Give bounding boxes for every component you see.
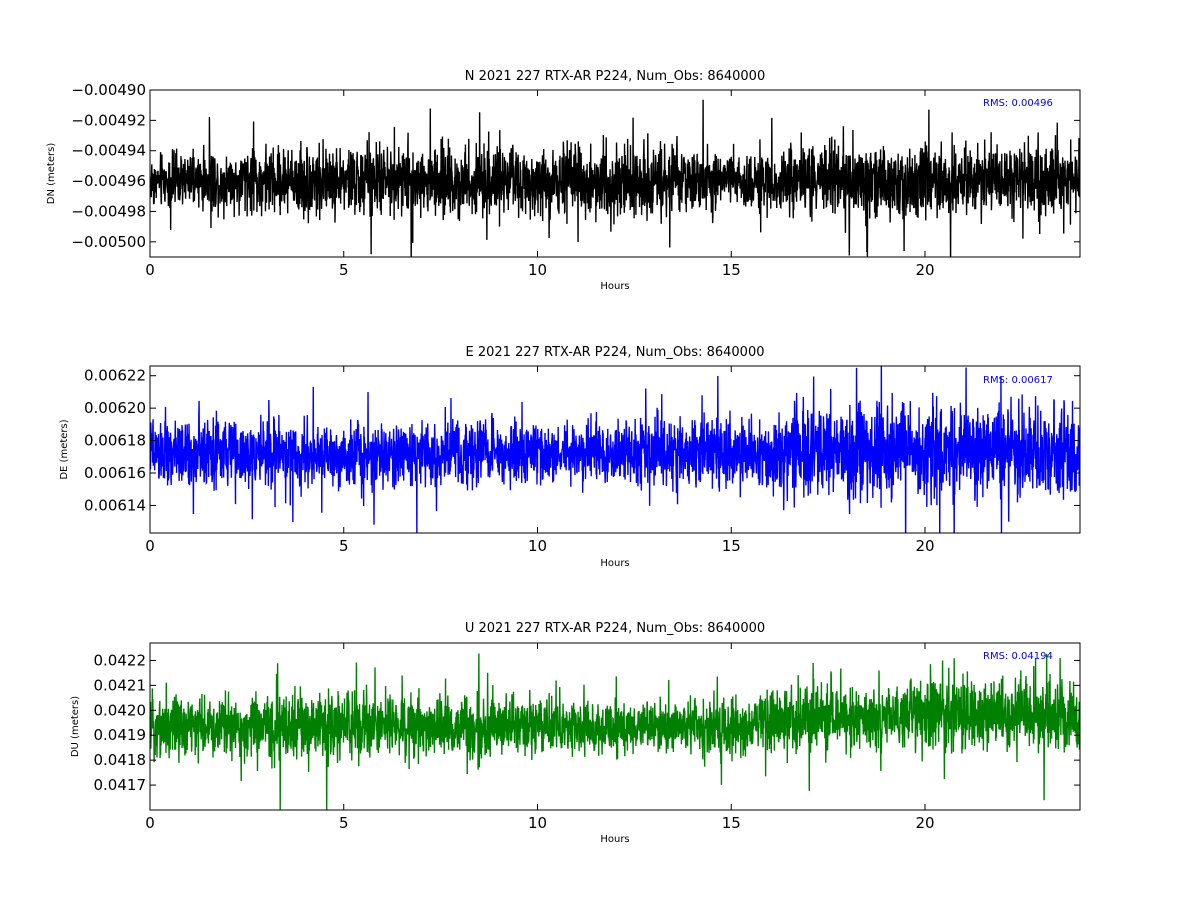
x-tick-label: 0 bbox=[145, 261, 155, 279]
x-tick-label: 20 bbox=[915, 537, 934, 555]
rms-annotation: RMS: 0.00617 bbox=[983, 375, 1053, 386]
x-tick-label: 0 bbox=[145, 814, 155, 832]
y-tick-label: 0.0417 bbox=[94, 776, 147, 794]
y-tick-label: 0.0420 bbox=[94, 701, 147, 719]
y-tick-label: −0.00496 bbox=[71, 172, 146, 190]
plot-frame bbox=[149, 642, 1081, 811]
y-axis-label: DE (meters) bbox=[59, 419, 70, 479]
y-ticks: 0.0417 0.0418 0.0419 0.0420 0.0421 0.0422 bbox=[94, 651, 1080, 794]
y-tick-label: −0.00494 bbox=[71, 142, 146, 160]
x-tick-label: 5 bbox=[339, 537, 349, 555]
y-tick-label: 0.00616 bbox=[84, 464, 146, 482]
plot-frame bbox=[149, 89, 1081, 258]
y-tick-label: 0.0418 bbox=[94, 751, 147, 769]
x-tick-label: 5 bbox=[339, 261, 349, 279]
x-tick-label: 15 bbox=[722, 261, 741, 279]
y-tick-label: 0.00620 bbox=[84, 399, 146, 417]
panel-title: E 2021 227 RTX-AR P224, Num_Obs: 8640000 bbox=[466, 345, 765, 360]
x-axis-label: Hours bbox=[600, 281, 629, 292]
panel-title: N 2021 227 RTX-AR P224, Num_Obs: 8640000 bbox=[465, 69, 765, 84]
x-tick-label: 10 bbox=[528, 537, 547, 555]
panel-east: E 2021 227 RTX-AR P224, Num_Obs: 8640000… bbox=[59, 345, 1081, 569]
x-tick-label: 15 bbox=[722, 537, 741, 555]
series-line bbox=[150, 99, 1080, 257]
y-tick-label: 0.0421 bbox=[94, 676, 147, 694]
y-tick-label: −0.00498 bbox=[71, 202, 146, 220]
x-ticks: 0 5 10 15 20 bbox=[145, 366, 935, 555]
x-ticks: 0 5 10 15 20 bbox=[145, 643, 935, 832]
x-ticks: 0 5 10 15 20 bbox=[145, 90, 935, 279]
panel-north: N 2021 227 RTX-AR P224, Num_Obs: 8640000… bbox=[46, 69, 1081, 292]
y-tick-label: 0.0419 bbox=[94, 726, 147, 744]
panel-up: U 2021 227 RTX-AR P224, Num_Obs: 8640000… bbox=[70, 621, 1081, 845]
rms-annotation: RMS: 0.04194 bbox=[983, 651, 1053, 662]
series-layer bbox=[150, 653, 1080, 810]
x-tick-label: 15 bbox=[722, 814, 741, 832]
x-tick-label: 10 bbox=[528, 261, 547, 279]
series-layer bbox=[150, 366, 1080, 533]
y-tick-label: 0.00622 bbox=[84, 367, 146, 385]
x-axis-label: Hours bbox=[600, 558, 629, 569]
x-tick-label: 5 bbox=[339, 814, 349, 832]
y-ticks: −0.00500 −0.00498 −0.00496 −0.00494 −0.00492… bbox=[71, 81, 1080, 251]
x-tick-label: 10 bbox=[528, 814, 547, 832]
rms-annotation: RMS: 0.00496 bbox=[983, 98, 1053, 109]
y-tick-label: 0.00614 bbox=[84, 496, 146, 514]
series-line bbox=[150, 653, 1080, 810]
y-tick-label: −0.00492 bbox=[71, 111, 146, 129]
y-ticks: 0.00614 0.00616 0.00618 0.00620 0.00622 bbox=[84, 367, 1080, 514]
plot-frame bbox=[149, 365, 1081, 534]
x-axis-label: Hours bbox=[600, 834, 629, 845]
y-tick-label: −0.00490 bbox=[71, 81, 146, 99]
y-axis-label: DU (meters) bbox=[70, 696, 81, 757]
y-tick-label: −0.00500 bbox=[71, 233, 146, 251]
y-axis-label: DN (meters) bbox=[46, 143, 57, 205]
x-tick-label: 20 bbox=[915, 261, 934, 279]
panel-title: U 2021 227 RTX-AR P224, Num_Obs: 8640000 bbox=[465, 621, 765, 636]
series-layer bbox=[150, 99, 1080, 257]
series-line bbox=[150, 366, 1080, 533]
x-tick-label: 20 bbox=[915, 814, 934, 832]
y-tick-label: 0.00618 bbox=[84, 432, 146, 450]
x-tick-label: 0 bbox=[145, 537, 155, 555]
y-tick-label: 0.0422 bbox=[94, 651, 147, 669]
